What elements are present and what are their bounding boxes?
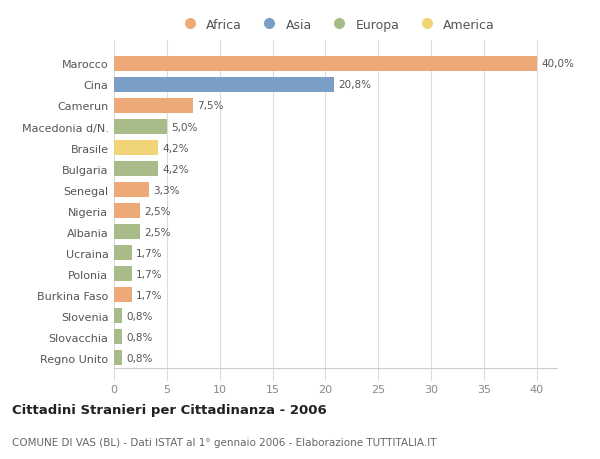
Bar	[114, 57, 537, 72]
Bar	[114, 183, 149, 198]
Bar	[114, 162, 158, 177]
Text: 4,2%: 4,2%	[163, 164, 189, 174]
Text: 7,5%: 7,5%	[197, 101, 224, 111]
Text: 4,2%: 4,2%	[163, 143, 189, 153]
Text: 3,3%: 3,3%	[153, 185, 179, 195]
Text: 40,0%: 40,0%	[541, 59, 574, 69]
Text: 1,7%: 1,7%	[136, 248, 163, 258]
Text: 1,7%: 1,7%	[136, 269, 163, 279]
Bar	[114, 204, 140, 218]
Text: 1,7%: 1,7%	[136, 290, 163, 300]
Text: 2,5%: 2,5%	[145, 227, 171, 237]
Text: COMUNE DI VAS (BL) - Dati ISTAT al 1° gennaio 2006 - Elaborazione TUTTITALIA.IT: COMUNE DI VAS (BL) - Dati ISTAT al 1° ge…	[12, 437, 437, 447]
Text: 20,8%: 20,8%	[338, 80, 371, 90]
Bar	[114, 120, 167, 135]
Text: 0,8%: 0,8%	[127, 311, 153, 321]
Text: Cittadini Stranieri per Cittadinanza - 2006: Cittadini Stranieri per Cittadinanza - 2…	[12, 403, 327, 416]
Legend: Africa, Asia, Europa, America: Africa, Asia, Europa, America	[172, 14, 500, 37]
Text: 0,8%: 0,8%	[127, 353, 153, 363]
Bar	[114, 140, 158, 156]
Bar	[114, 308, 122, 324]
Text: 5,0%: 5,0%	[171, 122, 197, 132]
Bar	[114, 287, 132, 302]
Text: 0,8%: 0,8%	[127, 332, 153, 342]
Bar	[114, 330, 122, 345]
Bar	[114, 350, 122, 365]
Text: 2,5%: 2,5%	[145, 206, 171, 216]
Bar	[114, 246, 132, 261]
Bar	[114, 99, 193, 114]
Bar	[114, 267, 132, 282]
Bar	[114, 224, 140, 240]
Bar	[114, 78, 334, 93]
